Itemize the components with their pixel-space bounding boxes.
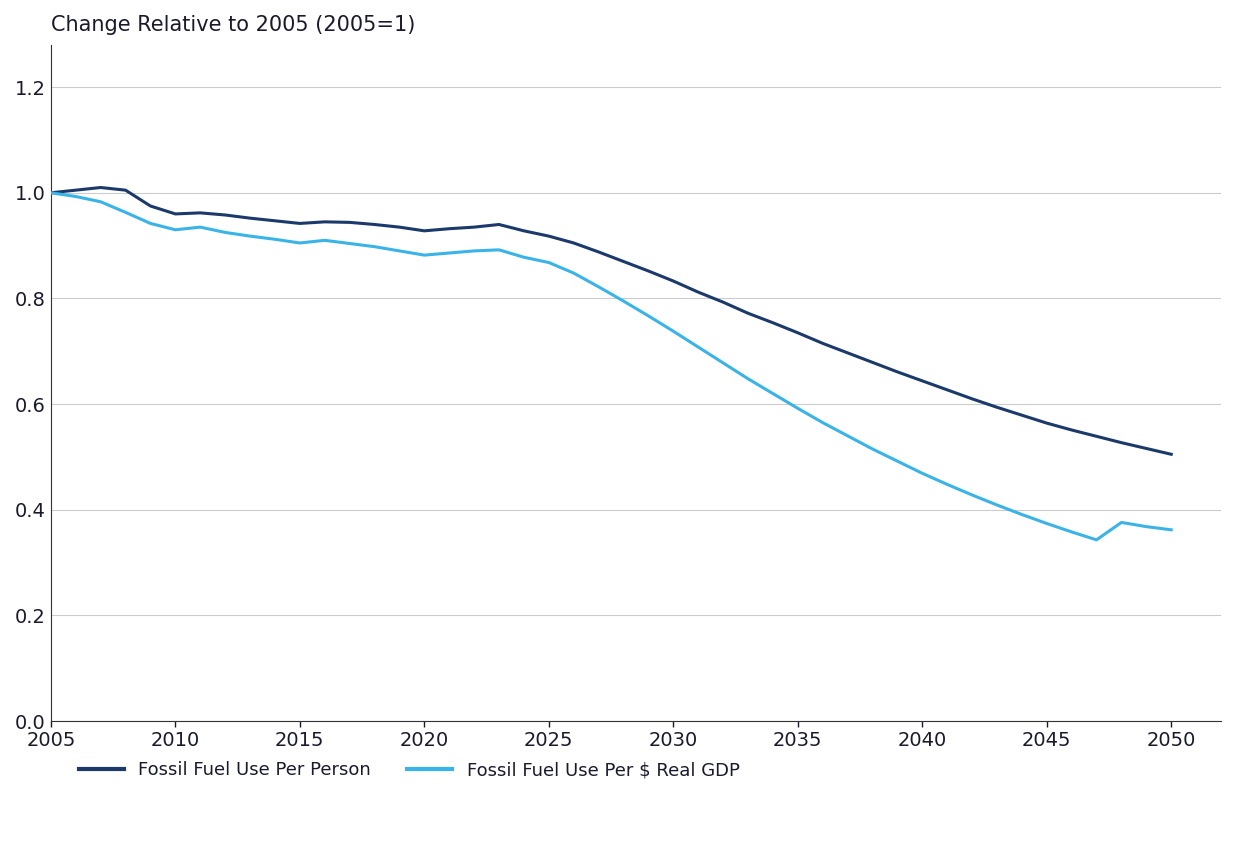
Legend: Fossil Fuel Use Per Person, Fossil Fuel Use Per $ Real GDP: Fossil Fuel Use Per Person, Fossil Fuel …	[72, 754, 747, 786]
Text: Change Relative to 2005 (2005=1): Change Relative to 2005 (2005=1)	[51, 15, 415, 35]
